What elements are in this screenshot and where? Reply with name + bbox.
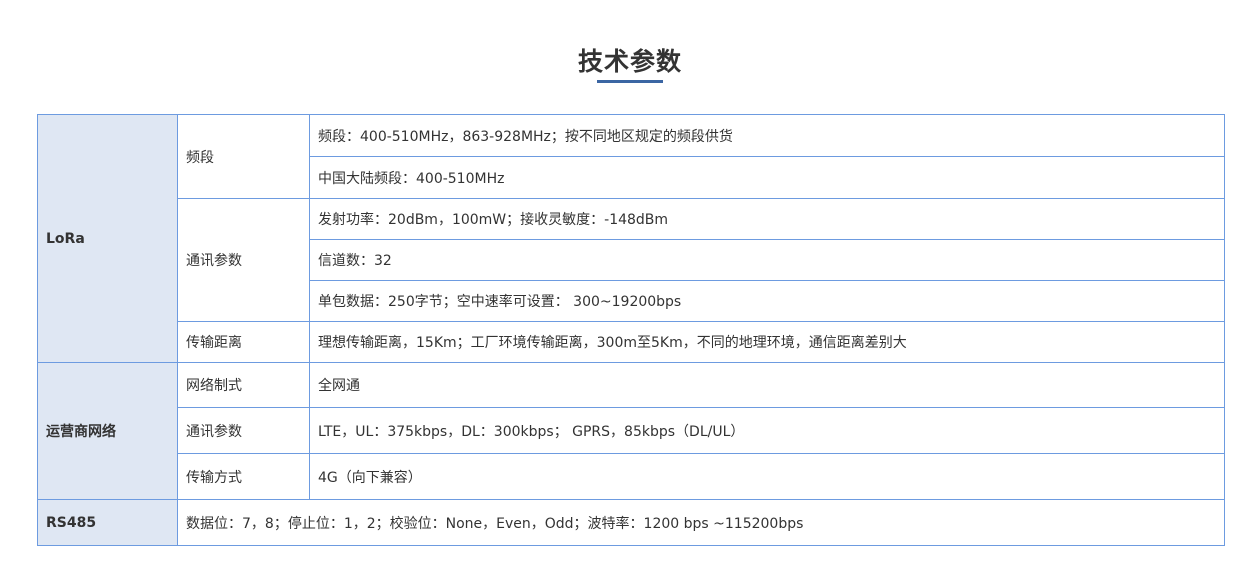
table-row: 运营商网络 网络制式 全网通 xyxy=(37,362,1225,500)
category-rs485: RS485 xyxy=(37,499,178,546)
table-row: 通讯参数 发射功率：20dBm，100mW；接收灵敏度：-148dBm xyxy=(38,198,1225,322)
value-cell: LTE，UL：375kbps，DL：300kbps； GPRS，85kbps（D… xyxy=(309,407,1225,454)
value-cell: 信道数：32 xyxy=(309,239,1225,281)
value-cell: 4G（向下兼容） xyxy=(309,453,1225,500)
value-cell: 频段：400-510MHz，863-928MHz；按不同地区规定的频段供货 xyxy=(309,114,1225,157)
category-lora: LoRa xyxy=(37,114,178,363)
label-cell: 通讯参数 xyxy=(177,407,310,454)
label-cell: 网络制式 xyxy=(177,362,310,408)
label-comm: 通讯参数 xyxy=(177,198,310,322)
value-cell: 单包数据：250字节；空中速率可设置： 300~19200bps xyxy=(309,280,1225,322)
value-cell: 中国大陆频段：400-510MHz xyxy=(309,156,1225,199)
value-cell: 发射功率：20dBm，100mW；接收灵敏度：-148dBm xyxy=(309,198,1225,240)
category-carrier: 运营商网络 xyxy=(37,362,178,500)
value-cell: 全网通 xyxy=(309,362,1225,408)
table-row: LoRa 频段 频段：400-510MHz，863-928MHz；按不同地区规定… xyxy=(37,114,1225,363)
table-row: 传输方式 4G（向下兼容） xyxy=(38,453,1225,500)
table-row: 通讯参数 LTE，UL：375kbps，DL：300kbps； GPRS，85k… xyxy=(38,407,1225,454)
page-title: 技术参数 xyxy=(577,47,682,76)
label-distance: 传输距离 xyxy=(177,321,310,363)
label-cell: 传输方式 xyxy=(177,453,310,500)
table-row: 中国大陆频段：400-510MHz xyxy=(38,156,1225,199)
table-row: RS485 数据位：7，8；停止位：1，2；校验位：None，Even，Odd；… xyxy=(37,499,1225,546)
value-cell: 数据位：7，8；停止位：1，2；校验位：None，Even，Odd；波特率：12… xyxy=(177,499,1225,546)
table-row: 信道数：32 xyxy=(38,239,1225,281)
spec-table: LoRa 频段 频段：400-510MHz，863-928MHz；按不同地区规定… xyxy=(37,114,1225,546)
value-cell: 理想传输距离，15Km；工厂环境传输距离，300m至5Km，不同的地理环境，通信… xyxy=(309,321,1225,363)
title-underline xyxy=(597,80,663,83)
label-band: 频段 xyxy=(177,114,310,199)
table-row: 传输距离 理想传输距离，15Km；工厂环境传输距离，300m至5Km，不同的地理… xyxy=(38,321,1225,363)
